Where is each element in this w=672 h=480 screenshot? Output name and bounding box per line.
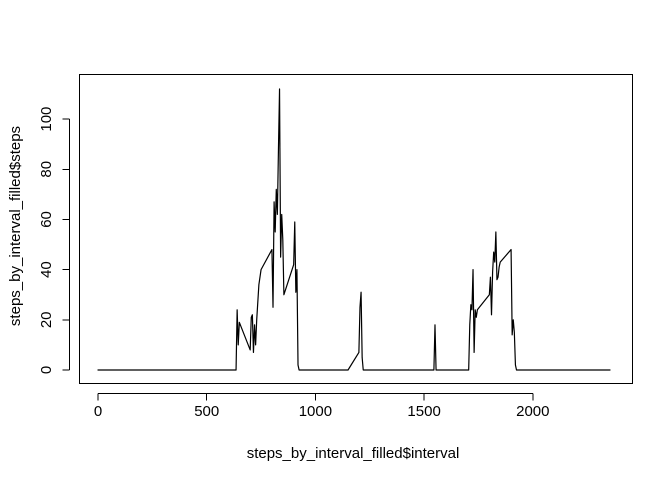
y-tick-label: 0	[38, 366, 55, 374]
y-axis-label: steps_by_interval_filled$steps	[7, 126, 24, 326]
plot-box	[79, 74, 633, 384]
x-axis: 0 500 1000 1500 2000	[94, 393, 550, 420]
y-tick-label: 80	[38, 161, 55, 178]
series-line	[97, 88, 611, 371]
x-tick-label: 1000	[299, 403, 332, 420]
x-tick-label: 0	[94, 403, 102, 420]
x-tick-label: 2000	[516, 403, 549, 420]
y-tick-label: 100	[38, 107, 55, 132]
x-tick-label: 1500	[407, 403, 440, 420]
x-axis-label: steps_by_interval_filled$interval	[247, 445, 460, 462]
y-axis: 0 20 40 60 80 100	[38, 107, 70, 374]
y-tick-label: 40	[38, 261, 55, 278]
series-layer	[97, 88, 611, 371]
x-tick-label: 500	[194, 403, 219, 420]
y-tick-label: 60	[38, 211, 55, 228]
y-tick-label: 20	[38, 311, 55, 328]
